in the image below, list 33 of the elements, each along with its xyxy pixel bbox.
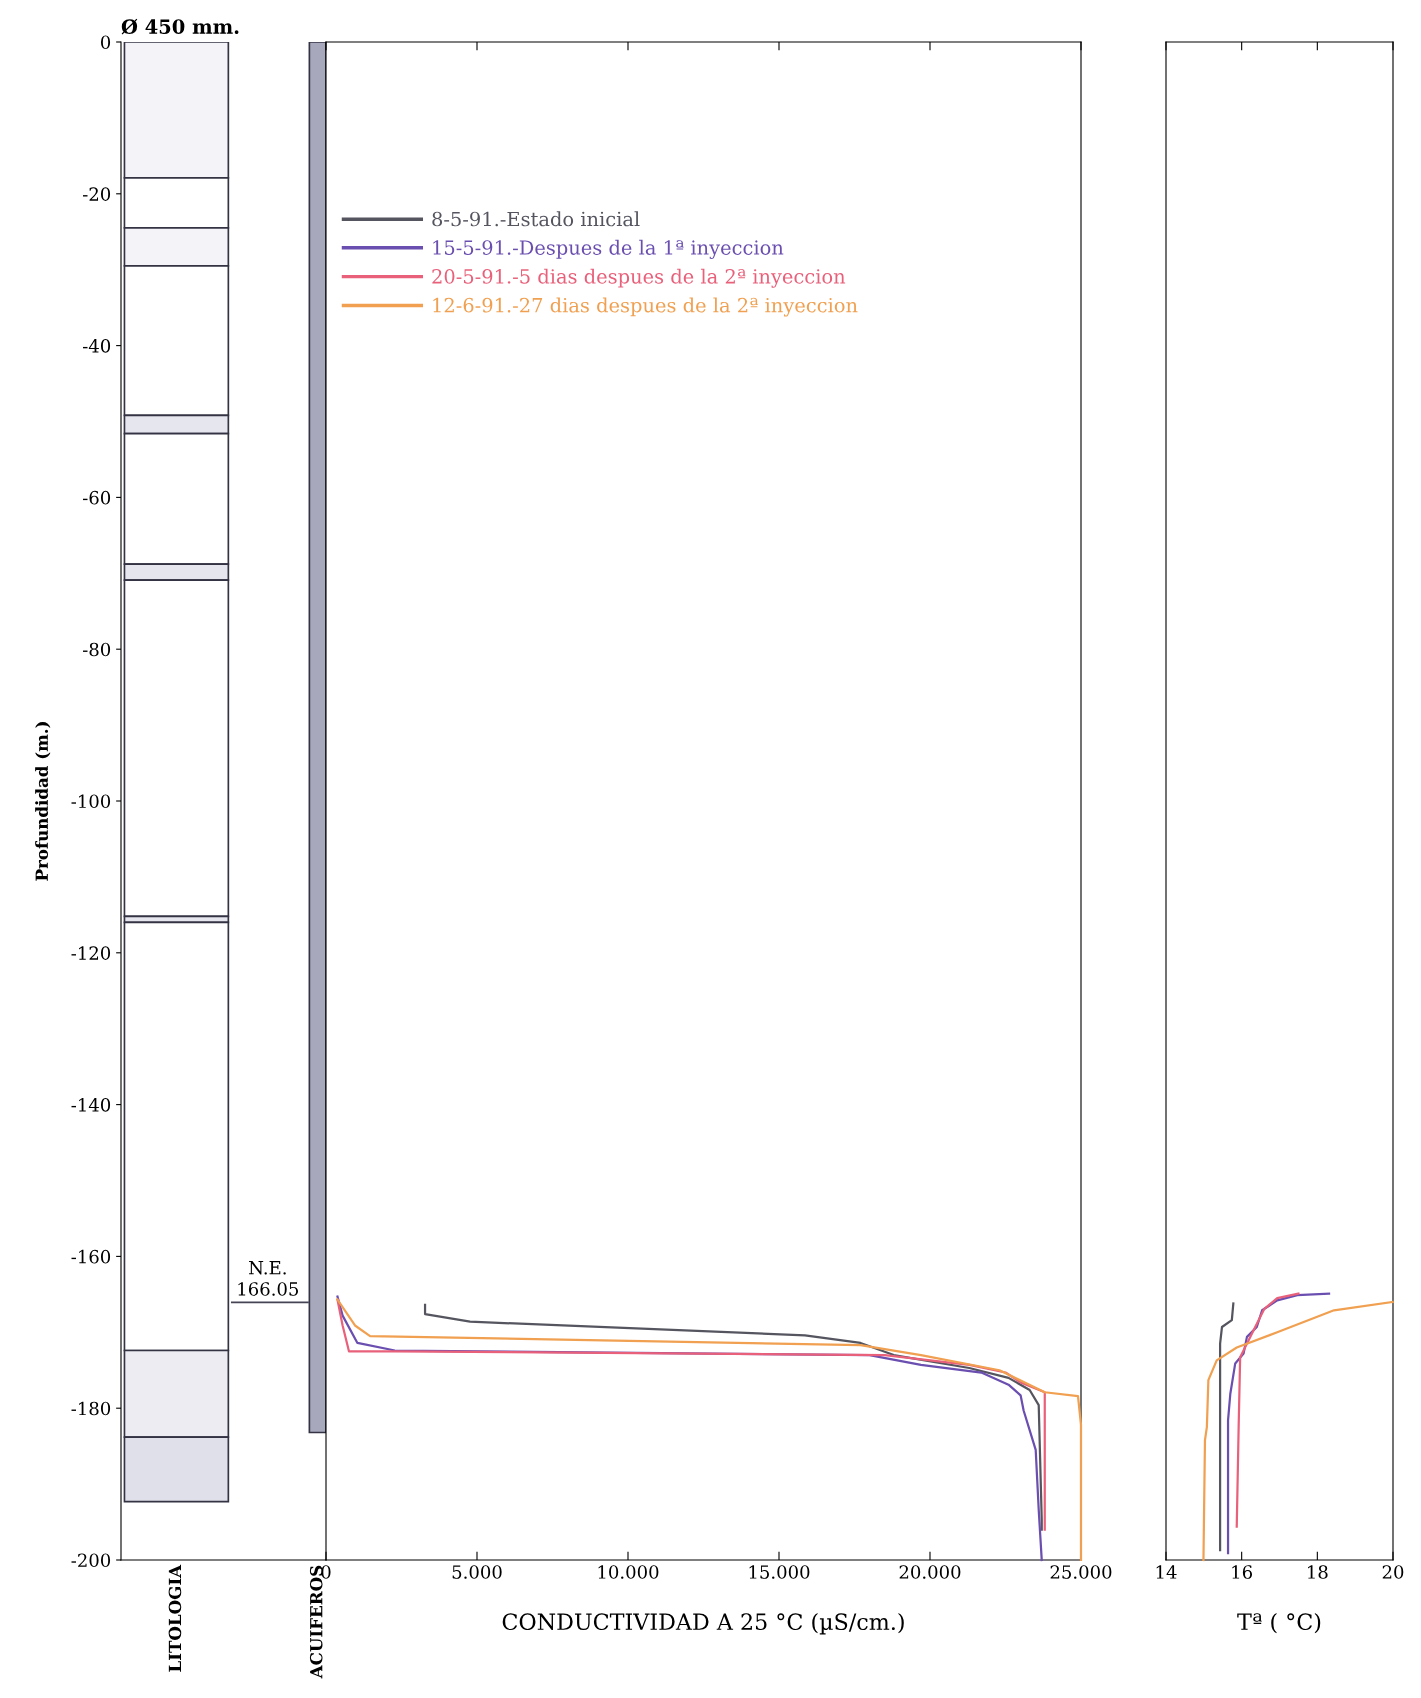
legend-label: 15-5-91.-Despues de la 1ª inyeccion (433, 239, 784, 259)
y-tick-label: -100 (71, 794, 111, 809)
x-axis-title: Tª ( °C) (1237, 1612, 1321, 1634)
y-tick-label: 0 (100, 35, 111, 50)
legend-label: 12-6-91.-27 dias despues de la 2ª inyeccion (433, 297, 858, 317)
x-tick-label: 20 (1382, 1565, 1404, 1579)
x-tick-label: ACUIFEROS (309, 1565, 323, 1679)
x-tick-label: 25.000 (1050, 1565, 1112, 1579)
y-tick-label: -140 (71, 1098, 111, 1112)
y-tick-label: -80 (82, 642, 111, 657)
x-tick-label: 15.000 (749, 1565, 810, 1579)
annotation: 166.05 (238, 1282, 299, 1296)
x-tick-label: 16 (1232, 1565, 1253, 1579)
chart-title: Ø 450 mm. (121, 18, 239, 35)
y-tick-label: -180 (71, 1401, 111, 1416)
legend-label: 8-5-91.-Estado inicial (432, 211, 640, 227)
y-tick-label: -200 (71, 1553, 111, 1568)
y-axis-title: Profundidad (m.) (35, 722, 51, 881)
x-tick-label: LITOLOGIA (168, 1564, 182, 1672)
x-tick-label: 5.000 (452, 1565, 502, 1579)
y-tick-label: -160 (71, 1249, 111, 1264)
x-tick-label: 20.000 (899, 1565, 961, 1579)
x-tick-label: 10.000 (598, 1565, 659, 1579)
x-axis-title: CONDUCTIVIDAD A 25 °C (µS/cm.) (502, 1612, 904, 1635)
y-tick-label: -60 (82, 490, 111, 505)
y-tick-label: -20 (82, 187, 111, 201)
x-tick-label: 14 (1156, 1565, 1177, 1579)
y-tick-label: -40 (82, 339, 111, 353)
y-tick-label: -120 (71, 946, 111, 960)
x-tick-label: 0 (321, 1565, 331, 1579)
legend-label: 20-5-91.-5 dias despues de la 2ª inyeccion (432, 268, 846, 288)
ref-line-label: N.E. (249, 1261, 286, 1275)
x-tick-label: 18 (1308, 1565, 1328, 1579)
